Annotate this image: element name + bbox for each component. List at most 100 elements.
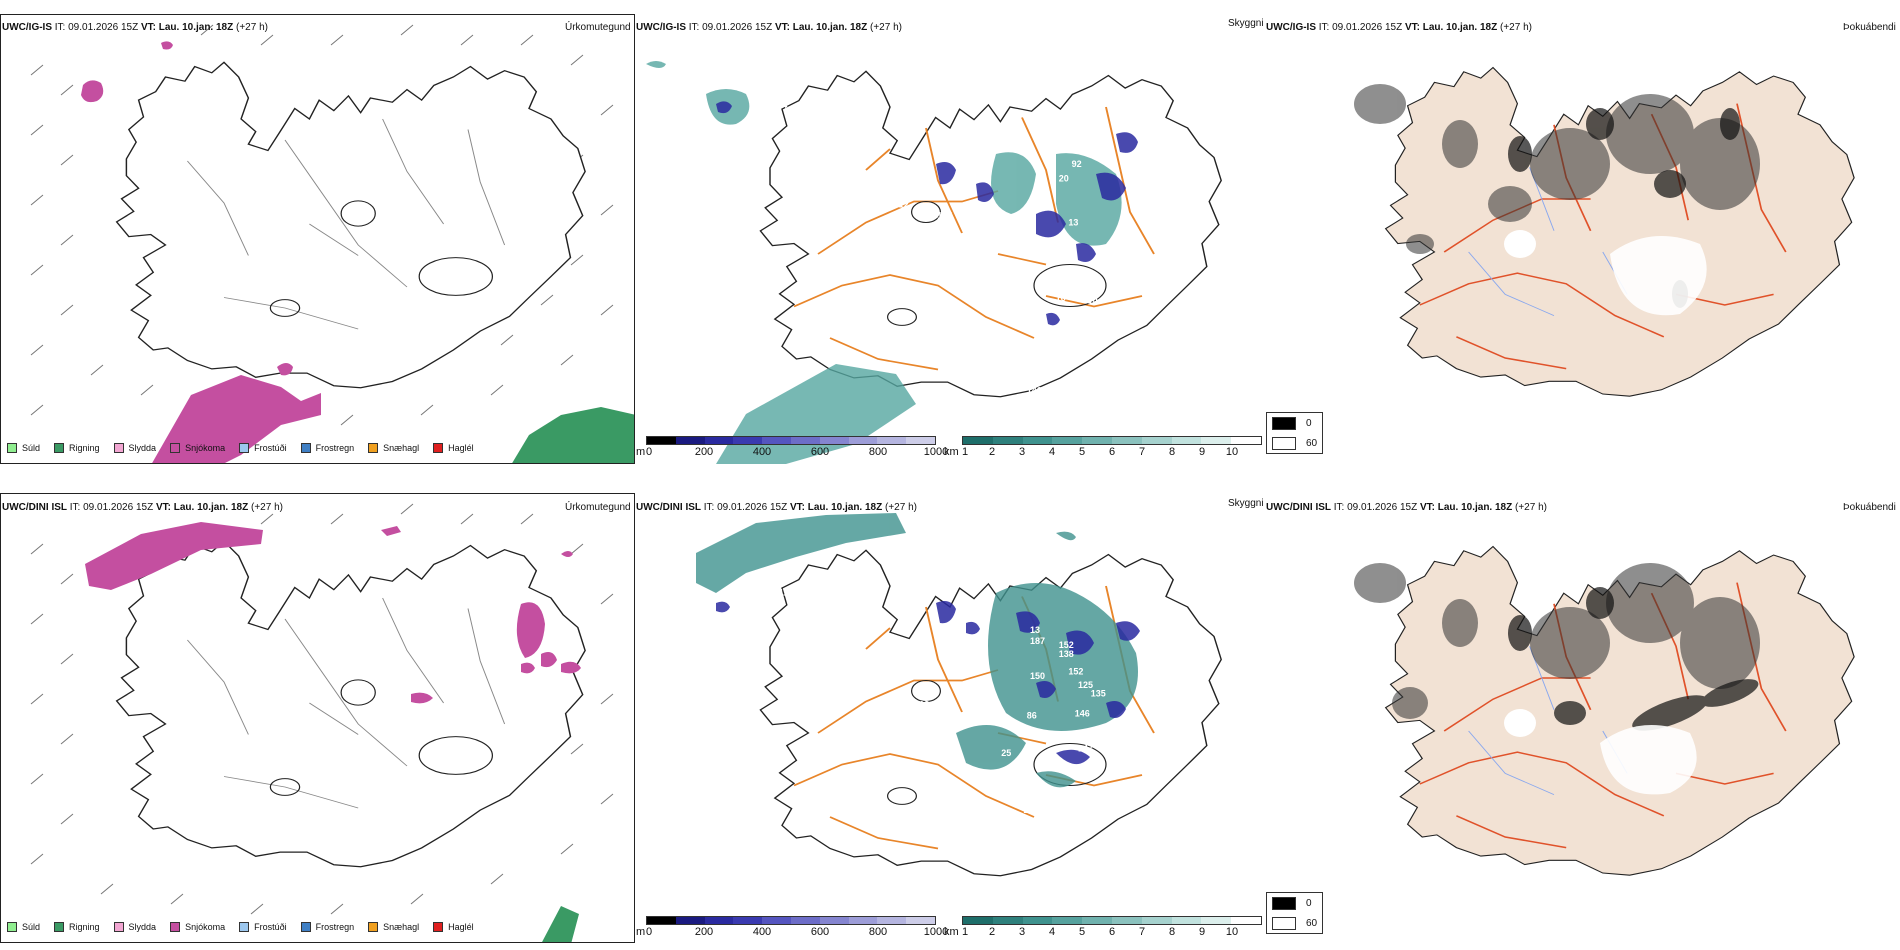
precip-panel-top: Súld Rigning Slydda Snjókoma Frostúði Frostre… — [0, 14, 635, 464]
scale-swatch — [790, 437, 820, 444]
scale-tick-label: 8 — [1168, 446, 1176, 458]
row2-right-it-value: 09.01.2026 15Z — [1347, 502, 1418, 513]
cloud-base-label: 167 — [963, 222, 978, 232]
scale-swatch — [1052, 437, 1083, 444]
cloud-base-label: 187 — [1030, 636, 1045, 646]
cloud-base-label: 146 — [1075, 708, 1090, 718]
row1-right-it-value: 09.01.2026 15Z — [1332, 22, 1403, 33]
scale-swatch — [1201, 917, 1232, 924]
scale-tick-label: 3 — [1018, 446, 1026, 458]
cloud-base-label: 23 — [1008, 218, 1018, 228]
cover-swatch-black — [1272, 416, 1296, 430]
scale-swatch — [647, 917, 676, 924]
ceiling-scale-top: 0 200 400 600 800 1000 — [646, 436, 948, 459]
scale-tick-label: 6 — [1108, 446, 1116, 458]
precip-legend-item: Frostregn — [300, 443, 354, 453]
precip-legend-label: Snjókoma — [185, 922, 226, 932]
cloud-base-label: 150 — [1030, 671, 1045, 681]
precip-swatch — [433, 443, 444, 453]
cloud-base-label: 152 — [1068, 667, 1083, 677]
row1-mid-lead: (+27 h) — [870, 22, 902, 33]
row1-header-mid: UWC/IG-IS IT: 09.01.2026 15Z VT: Lau. 10… — [636, 22, 902, 33]
fog-panel-bottom — [1270, 493, 1900, 943]
cloud-base-label: 146 — [1027, 386, 1042, 396]
precip-swatch — [113, 443, 124, 453]
scale-swatch — [647, 437, 676, 444]
cloud-base-label: 20 — [1059, 173, 1069, 183]
cloud-base-label: 144 — [1104, 726, 1119, 736]
cloud-base-label: 5 — [764, 150, 769, 160]
row2-right-it-label: IT: — [1333, 502, 1345, 513]
scale-tick-label: 9 — [1198, 446, 1206, 458]
precip-swatch — [113, 922, 124, 932]
cloud-base-label: 10 — [1088, 295, 1098, 305]
row2-vt-label: VT: — [155, 502, 171, 513]
cloud-base-label: 97 — [1003, 244, 1013, 254]
row2-it-label: IT: — [69, 502, 81, 513]
scale-swatch — [1022, 437, 1053, 444]
cloud-base-label: 94 — [777, 101, 787, 111]
cloud-base-label: 127 — [1104, 262, 1119, 272]
row1-vt-value: Lau. 10.jan. 18Z — [158, 22, 234, 33]
precip-swatch — [368, 922, 379, 932]
row1-right-vt-label: VT: — [1404, 22, 1420, 33]
scale-swatch — [877, 917, 907, 924]
row2-it-value: 09.01.2026 15Z — [83, 502, 154, 513]
row2-header-left: UWC/DINI ISL IT: 09.01.2026 15Z VT: Lau.… — [2, 502, 283, 513]
scale-tick-label: 600 — [810, 926, 830, 938]
scale-swatch — [1111, 917, 1142, 924]
precip-legend-label: Slydda — [128, 443, 157, 453]
scale-tick-label: 2 — [988, 926, 996, 938]
scale-tick-label: 800 — [868, 926, 888, 938]
scale-swatch — [819, 437, 849, 444]
scale-tick-label: 400 — [752, 926, 772, 938]
row1-model: UWC/IG-IS — [2, 22, 52, 33]
precip-swatch — [239, 922, 250, 932]
row2-mid-vt-value: Lau. 10.jan. 18Z — [807, 502, 883, 513]
scale-tick-label: 400 — [752, 446, 772, 458]
cloud-base-label: 13 — [790, 596, 800, 606]
scale-tick-label: 7 — [1138, 446, 1146, 458]
scale-swatch — [1141, 437, 1172, 444]
row1-it-label: IT: — [54, 22, 66, 33]
scale-swatch — [704, 437, 734, 444]
scale-swatch — [1231, 917, 1261, 924]
cloud-base-label: 147 — [1078, 744, 1093, 754]
row1-vt-label: VT: — [140, 22, 156, 33]
cloud-base-label: 208 — [854, 576, 869, 586]
scale-swatch — [675, 917, 705, 924]
scale-tick-label: 3 — [1018, 926, 1026, 938]
cloud-base-label: 743 — [872, 546, 887, 556]
row2-lead: (+27 h) — [251, 502, 283, 513]
scale-tick-label: 800 — [868, 446, 888, 458]
scale-swatch — [992, 437, 1023, 444]
row2-mid-vt-label: VT: — [789, 502, 805, 513]
visibility-title-bottom: Skyggni — [1228, 498, 1264, 509]
cloud-base-label: 72 — [1030, 295, 1040, 305]
precip-legend-item: Snæhagl — [368, 922, 419, 932]
scale-tick-label: 9 — [1198, 926, 1206, 938]
cloud-base-label: 113 — [915, 700, 930, 710]
cloud-base-label: 229 — [835, 563, 850, 573]
ceiling-unit-top: m — [636, 446, 646, 458]
ceiling-unit-bottom: m — [636, 926, 646, 938]
scale-swatch — [762, 917, 791, 924]
scale-swatch — [906, 917, 935, 924]
precip-legend-label: Snæhagl — [383, 922, 420, 932]
scale-swatch — [675, 437, 705, 444]
cover-legend-bottom: 0 60 — [1266, 892, 1324, 934]
precip-swatch — [170, 922, 181, 932]
scale-tick-label: 0 — [646, 446, 653, 458]
scale-swatch — [906, 437, 935, 444]
precip-legend-item: Frostúði — [239, 922, 287, 932]
row1-it-value: 09.01.2026 15Z — [68, 22, 139, 33]
row1-right-model: UWC/IG-IS — [1266, 22, 1316, 33]
precip-legend-item: Snjókoma — [170, 443, 225, 453]
precip-legend-label: Frostregn — [315, 922, 355, 932]
cloud-base-label: 152 — [1059, 640, 1074, 650]
cloud-base-label: 125 — [1078, 680, 1093, 690]
scale-swatch — [1141, 917, 1172, 924]
row1-right-lead: (+27 h) — [1500, 22, 1532, 33]
visibility-scale-bottom: 1 2 3 4 5 6 7 8 9 10 — [962, 916, 1262, 939]
